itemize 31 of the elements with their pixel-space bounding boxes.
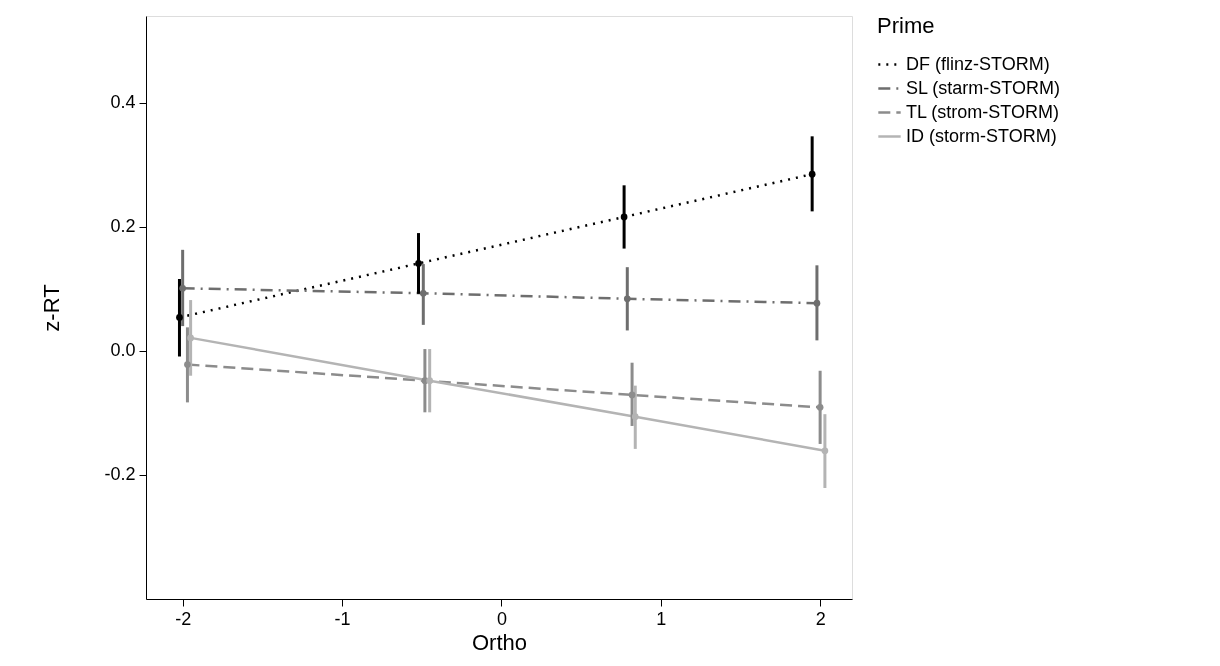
x-tick-label: 2	[815, 608, 826, 629]
point	[426, 377, 434, 385]
y-tick-label: 0.0	[110, 340, 136, 361]
point	[808, 170, 816, 178]
legend-label: ID (storm-STORM)	[906, 125, 1057, 146]
point	[816, 404, 824, 411]
legend-label: SL (starm-STORM)	[906, 77, 1061, 98]
x-tick-label: 0	[496, 608, 507, 629]
point	[176, 314, 183, 321]
x-tick-label: -2	[175, 608, 192, 629]
legend-label: DF (flinz-STORM)	[906, 53, 1050, 74]
y-tick-label: -0.2	[104, 464, 136, 485]
x-axis-title: Ortho	[471, 629, 528, 655]
point	[415, 260, 422, 267]
legend-title: Prime	[877, 13, 935, 38]
point	[628, 391, 636, 399]
point	[631, 413, 639, 420]
point	[184, 361, 191, 368]
x-tick-label: -1	[334, 608, 351, 629]
y-axis-title: z-RT	[39, 284, 65, 332]
point	[813, 299, 821, 307]
point	[620, 213, 628, 221]
point	[821, 447, 829, 455]
point	[187, 334, 194, 342]
y-tick-label: 0.4	[110, 92, 136, 113]
point	[623, 295, 631, 303]
legend-label: TL (strom-STORM)	[906, 101, 1059, 122]
point	[419, 289, 427, 297]
x-tick-label: 1	[656, 608, 667, 629]
point	[179, 284, 187, 292]
y-tick-label: 0.2	[110, 216, 136, 237]
